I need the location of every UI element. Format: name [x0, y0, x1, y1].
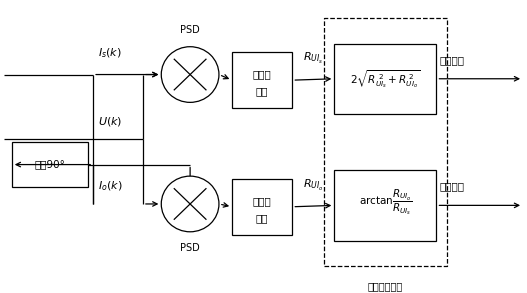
Bar: [232, 52, 292, 108]
Text: $I_o(k)$: $I_o(k)$: [99, 179, 123, 193]
Bar: [232, 179, 292, 235]
Text: 低通滤: 低通滤: [253, 196, 271, 206]
Text: $2\sqrt{R_{UI_s}^{\ 2}+R_{UI_o}^{\ 2}}$: $2\sqrt{R_{UI_s}^{\ 2}+R_{UI_o}^{\ 2}}$: [350, 68, 421, 90]
Text: $R_{UI_o}$: $R_{UI_o}$: [303, 178, 324, 193]
Text: 幅值相位计算: 幅值相位计算: [368, 281, 403, 291]
Text: $R_{UI_s}$: $R_{UI_s}$: [303, 51, 324, 66]
Bar: [324, 18, 447, 266]
Text: 幅值输出: 幅值输出: [439, 55, 464, 65]
Text: $I_s(k)$: $I_s(k)$: [99, 47, 122, 60]
Text: 移相90°: 移相90°: [34, 160, 65, 170]
Text: $\mathrm{arctan}\dfrac{R_{UI_o}}{R_{UI_s}}$: $\mathrm{arctan}\dfrac{R_{UI_o}}{R_{UI_s…: [358, 188, 412, 217]
Text: PSD: PSD: [180, 25, 200, 35]
Text: 波器: 波器: [256, 213, 268, 223]
Text: 低通滤: 低通滤: [253, 69, 271, 79]
Text: $U(k)$: $U(k)$: [99, 115, 123, 128]
Bar: [334, 170, 436, 241]
Ellipse shape: [161, 47, 219, 102]
Text: PSD: PSD: [180, 243, 200, 253]
Bar: [334, 44, 436, 114]
Text: 相位输出: 相位输出: [439, 181, 464, 191]
Text: 波器: 波器: [256, 86, 268, 96]
Ellipse shape: [161, 176, 219, 232]
Bar: [12, 142, 88, 187]
